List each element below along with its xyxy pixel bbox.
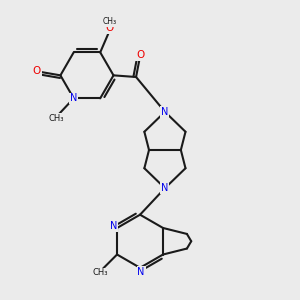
Text: CH₃: CH₃ (93, 268, 108, 277)
Text: O: O (105, 23, 114, 33)
Text: N: N (110, 221, 117, 231)
Text: N: N (161, 183, 169, 193)
Text: CH₃: CH₃ (103, 17, 117, 26)
Text: O: O (33, 66, 41, 76)
Text: N: N (137, 267, 145, 277)
Text: N: N (161, 107, 169, 117)
Text: N: N (70, 93, 77, 103)
Text: O: O (136, 50, 145, 60)
Text: CH₃: CH₃ (48, 114, 64, 123)
